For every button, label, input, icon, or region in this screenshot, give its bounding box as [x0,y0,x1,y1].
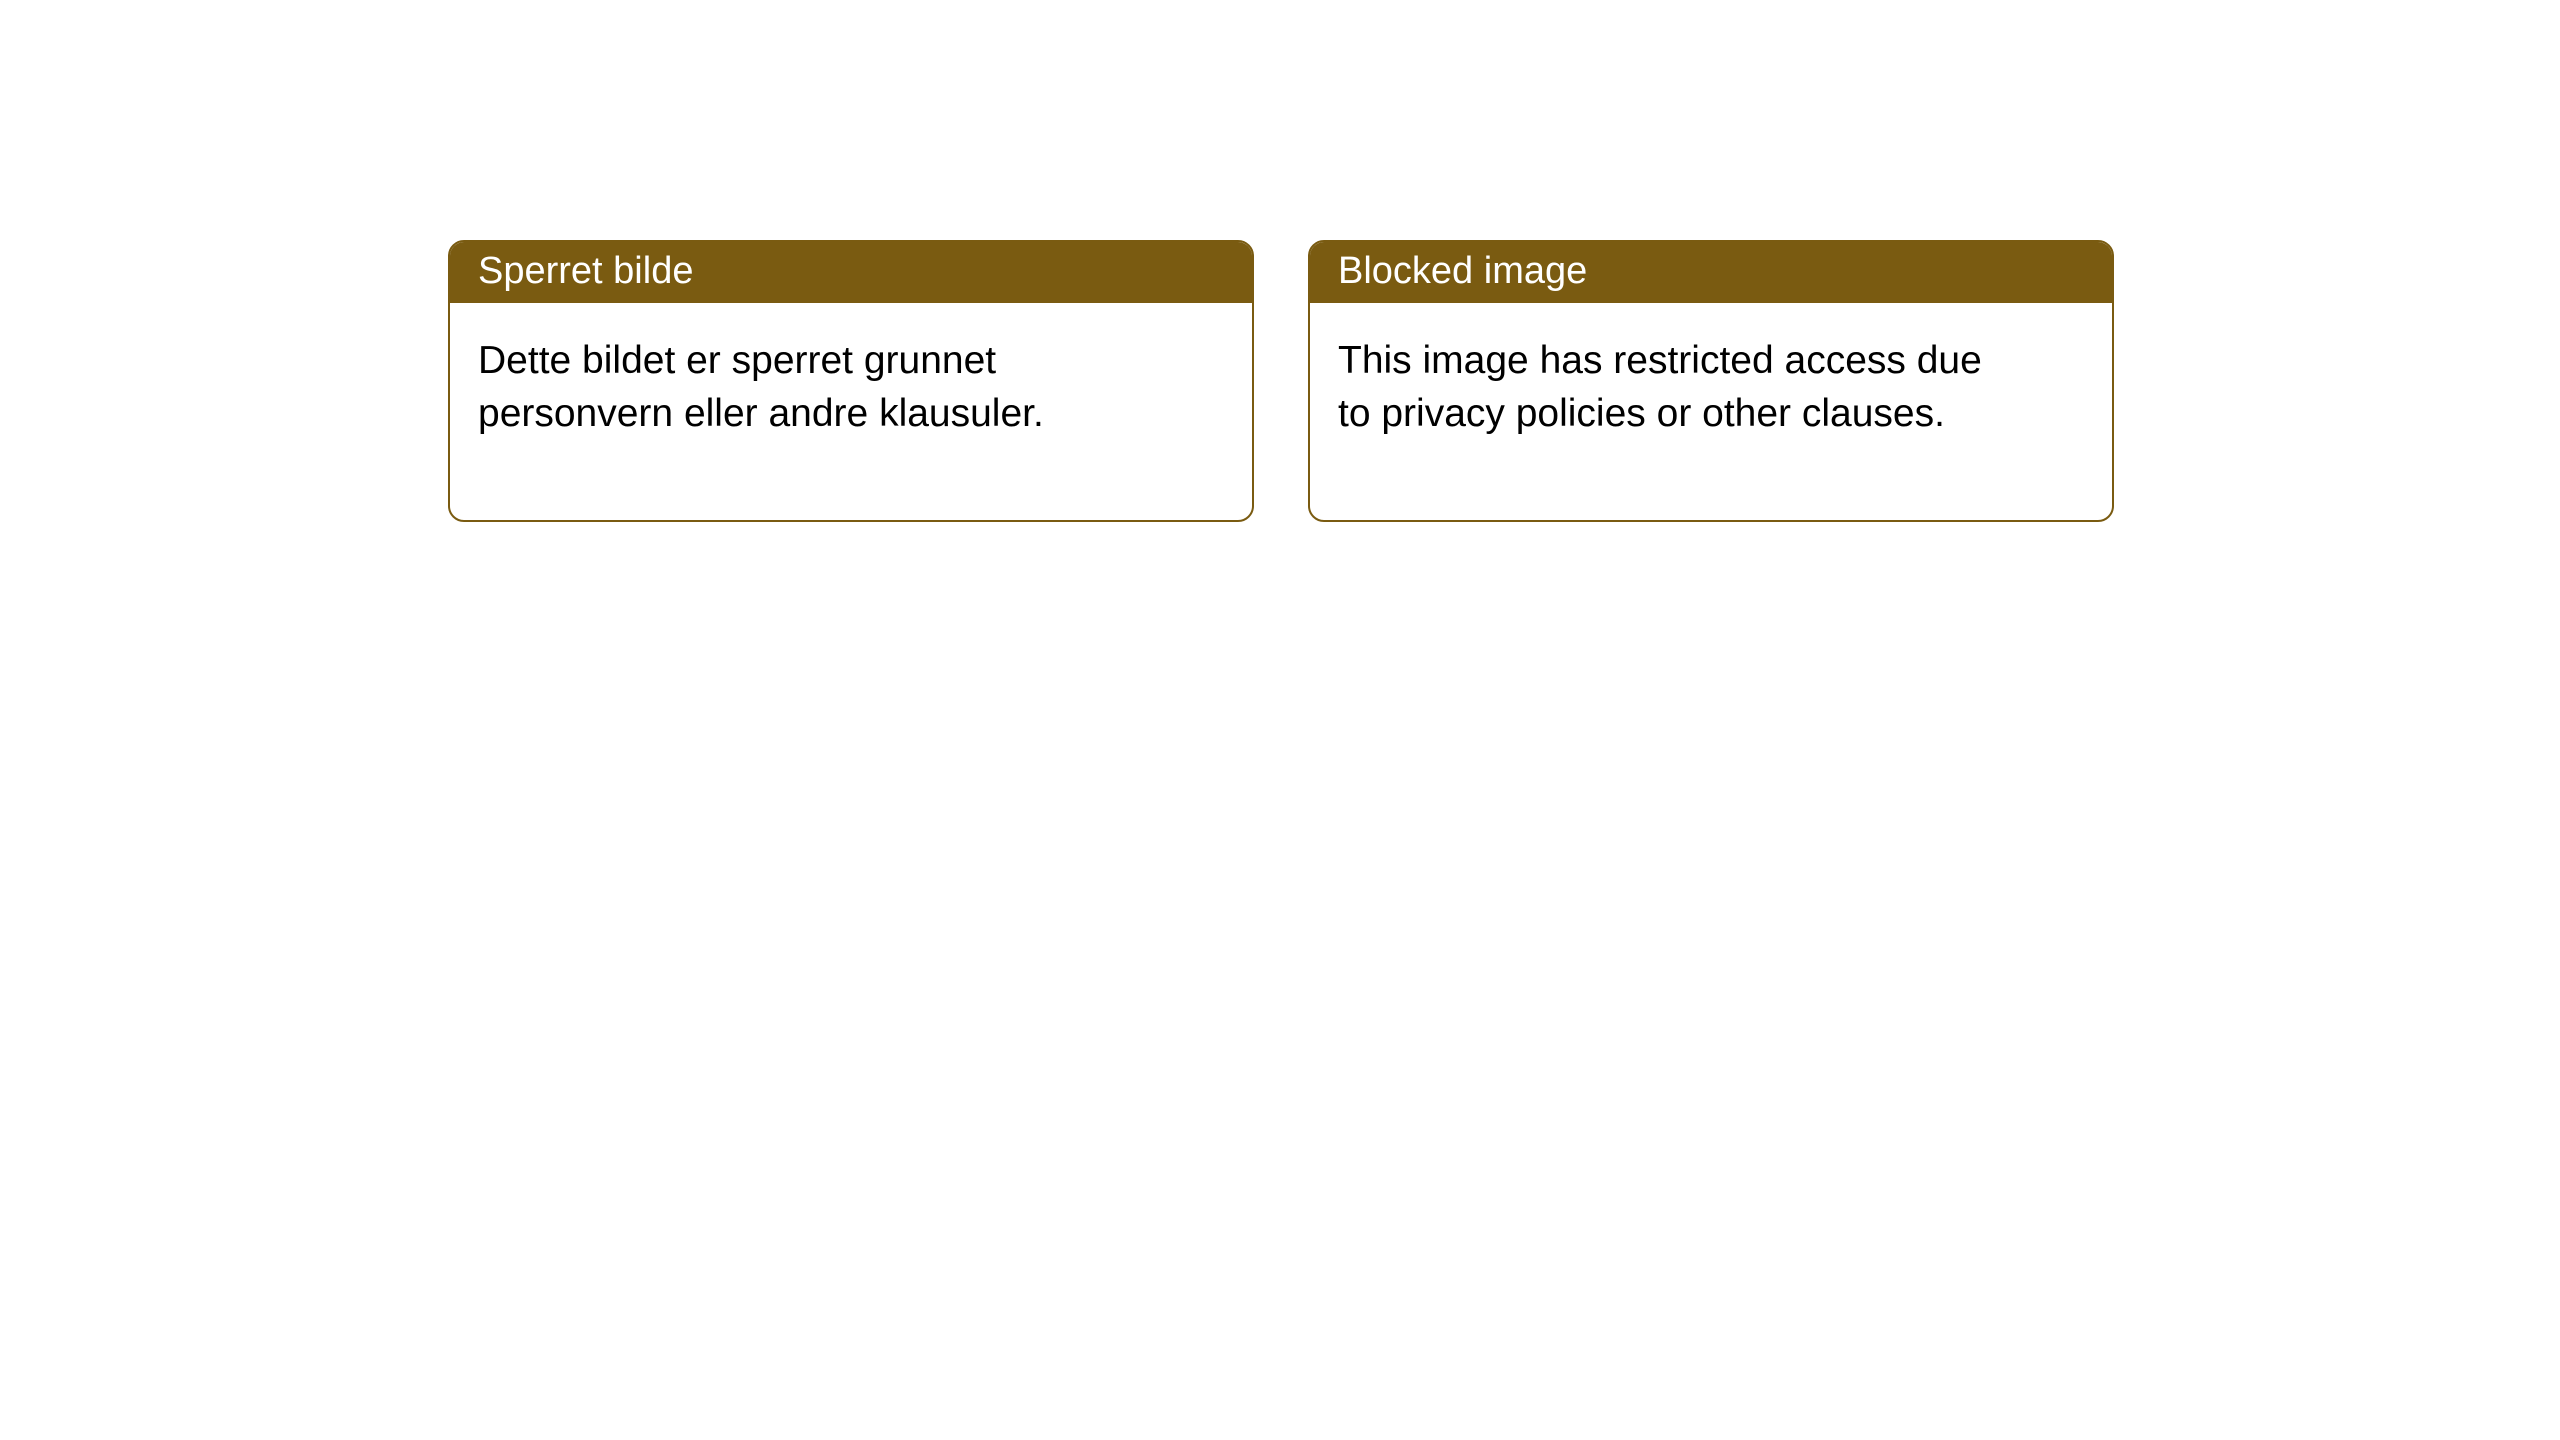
notice-title: Blocked image [1310,242,2112,303]
notice-body-text: Dette bildet er sperret grunnet personve… [450,303,1150,520]
notice-body-text: This image has restricted access due to … [1310,303,2010,520]
notice-card-english: Blocked image This image has restricted … [1308,240,2114,522]
notice-container: Sperret bilde Dette bildet er sperret gr… [0,0,2560,522]
notice-title: Sperret bilde [450,242,1252,303]
notice-card-norwegian: Sperret bilde Dette bildet er sperret gr… [448,240,1254,522]
